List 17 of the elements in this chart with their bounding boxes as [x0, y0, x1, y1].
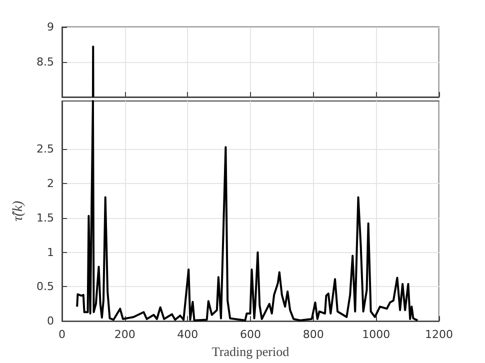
- y-tick-label: 2: [47, 177, 54, 190]
- y-tick-label: 0.5: [36, 280, 54, 294]
- x-tick-label: 1200: [425, 328, 453, 342]
- y-tick-label: 2.5: [36, 142, 54, 156]
- x-tick-label: 200: [114, 328, 136, 342]
- x-tick-label: 1000: [362, 328, 390, 342]
- x-tick-label: 800: [302, 328, 324, 342]
- y-tick-label: 1.5: [36, 211, 54, 224]
- x-tick-label: 400: [177, 328, 198, 342]
- y-axis-title: τ̂(k): [11, 200, 26, 222]
- y-tick-label: 9: [47, 20, 54, 34]
- x-tick-label: 0: [58, 328, 66, 342]
- y-tick-label: 8.5: [36, 56, 54, 68]
- x-axis-title: Trading period: [212, 344, 290, 359]
- y-tick-label: 1: [47, 246, 54, 259]
- y-tick-label: 0: [47, 314, 54, 328]
- x-tick-label: 600: [240, 328, 261, 342]
